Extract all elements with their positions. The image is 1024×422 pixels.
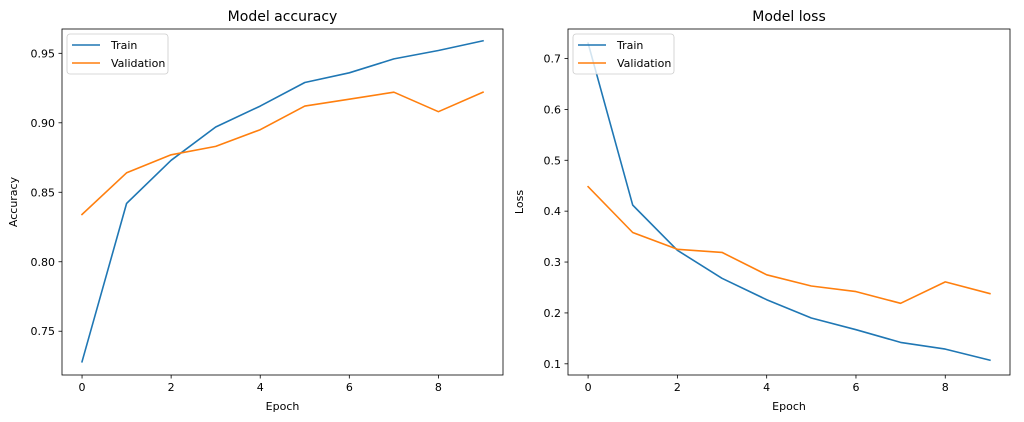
y-tick-label: 0.1 [544, 358, 562, 371]
legend-label-validation: Validation [617, 57, 671, 70]
y-axis-label: Loss [513, 190, 526, 214]
plot-frame [61, 28, 504, 376]
x-tick-label: 0 [79, 381, 86, 394]
y-axis-label: Accuracy [7, 176, 20, 227]
x-tick-label: 6 [346, 381, 353, 394]
series-line-train [81, 39, 484, 363]
y-tick-label: 0.3 [544, 256, 562, 269]
y-tick-label: 0.95 [31, 47, 56, 60]
y-tick-label: 0.75 [31, 325, 56, 338]
x-tick-label: 8 [942, 381, 949, 394]
legend-label-train: Train [616, 39, 643, 52]
series-line-validation [80, 91, 485, 216]
series-line-validation [586, 185, 991, 305]
y-tick-label: 0.6 [544, 103, 562, 116]
chart-title: Model loss [752, 9, 826, 25]
y-tick-label: 0.7 [544, 53, 562, 66]
x-tick-label: 4 [257, 381, 264, 394]
legend-box [66, 33, 169, 75]
y-tick-label: 0.4 [544, 205, 562, 218]
y-tick-label: 0.85 [31, 186, 56, 199]
plot-frame [567, 28, 1011, 376]
x-tick-label: 2 [674, 381, 681, 394]
x-axis-label: Epoch [772, 400, 806, 413]
y-tick-label: 0.90 [31, 117, 56, 130]
x-tick-label: 4 [763, 381, 770, 394]
loss-chart: Model loss 0 2 4 6 8 0.1 0.2 0.3 0.4 0.5 0.6 0.7 Epoc… [513, 9, 1011, 413]
legend-label-train: Train [110, 39, 137, 52]
chart-title: Model accuracy [228, 9, 338, 25]
series-line-train [587, 42, 991, 362]
x-tick-label: 6 [852, 381, 859, 394]
y-tick-label: 0.80 [31, 256, 56, 269]
x-tick-label: 2 [168, 381, 175, 394]
legend-label-validation: Validation [111, 57, 165, 70]
x-tick-label: 0 [585, 381, 592, 394]
legend-box [572, 33, 675, 75]
y-tick-label: 0.2 [544, 307, 562, 320]
x-axis-label: Epoch [266, 400, 300, 413]
y-tick-label: 0.5 [544, 154, 562, 167]
accuracy-chart: Model accuracy 0 2 4 6 8 0.75 0.80 0.85 0.90 0.95 E… [7, 9, 504, 413]
x-tick-label: 8 [435, 381, 442, 394]
